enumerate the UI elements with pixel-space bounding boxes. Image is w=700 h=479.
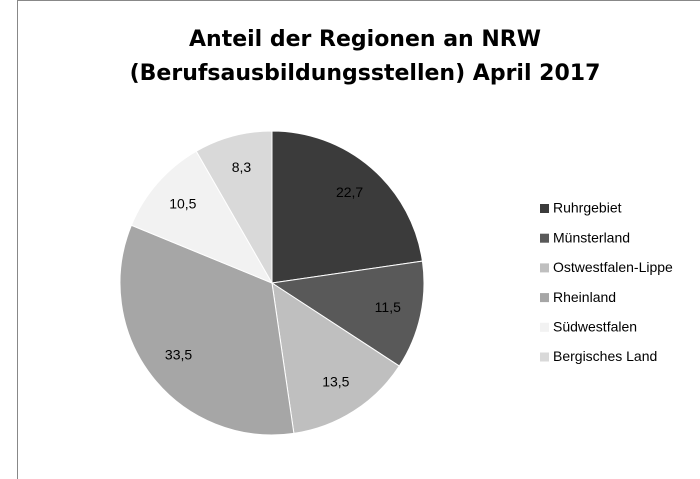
data-label: 22,7 [336, 184, 363, 200]
legend-swatch [540, 263, 549, 273]
legend-swatch [540, 352, 549, 362]
legend-label: Münsterland [553, 229, 630, 245]
chart-title: (Berufsausbildungsstellen) April 2017 [130, 61, 601, 86]
pie-slice [271, 130, 423, 284]
data-label: 11,5 [375, 299, 401, 315]
pie-slice [270, 260, 425, 367]
pie-slice [130, 150, 274, 285]
pie-slice [119, 224, 295, 436]
legend-label: Ruhrgebiet [553, 200, 622, 216]
legend-swatch [540, 233, 549, 243]
legend-label: Südwestfalen [553, 319, 637, 335]
chart-title: Anteil der Regionen an NRW [189, 27, 541, 52]
pie-slice [271, 281, 400, 434]
legend-swatch [540, 322, 549, 332]
data-label: 10,5 [169, 196, 196, 212]
legend-label: Bergisches Land [553, 348, 657, 364]
data-label: 13,5 [322, 374, 349, 390]
data-label: 33,5 [165, 347, 192, 363]
pie-slice [195, 130, 273, 285]
legend-label: Rheinland [553, 289, 616, 305]
data-label: 8,3 [232, 159, 252, 175]
legend-label: Ostwestfalen-Lippe [553, 259, 673, 275]
legend-swatch [540, 293, 549, 303]
legend-swatch [540, 204, 549, 213]
